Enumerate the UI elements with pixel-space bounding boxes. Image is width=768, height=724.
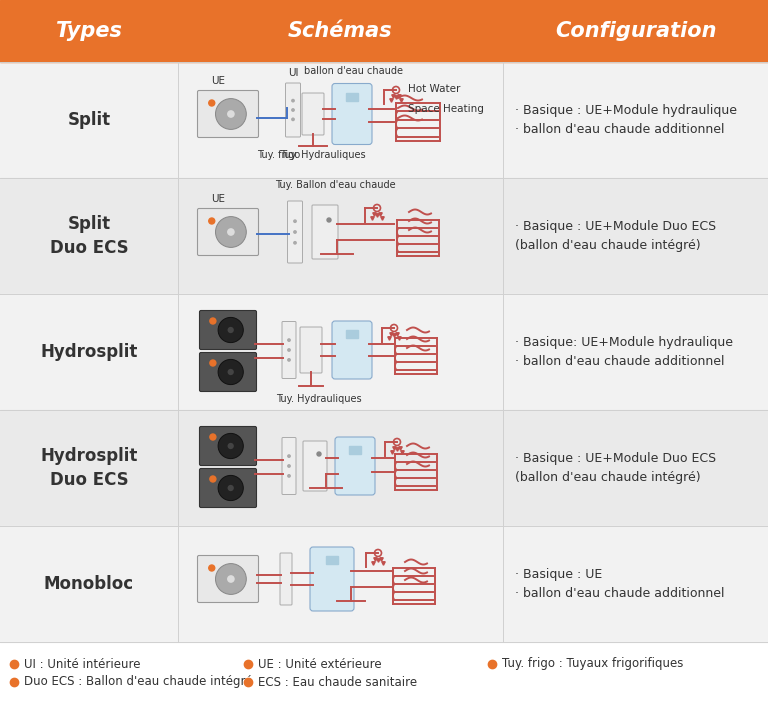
Circle shape bbox=[210, 360, 216, 366]
Circle shape bbox=[288, 358, 290, 361]
FancyBboxPatch shape bbox=[287, 201, 303, 263]
Text: UE: UE bbox=[211, 76, 225, 86]
FancyBboxPatch shape bbox=[197, 209, 259, 256]
Circle shape bbox=[227, 575, 235, 583]
Circle shape bbox=[294, 231, 296, 233]
Circle shape bbox=[292, 109, 294, 111]
Circle shape bbox=[288, 465, 290, 467]
Text: Types: Types bbox=[56, 21, 122, 41]
Circle shape bbox=[209, 100, 215, 106]
FancyBboxPatch shape bbox=[312, 205, 338, 259]
Circle shape bbox=[227, 485, 233, 491]
FancyBboxPatch shape bbox=[335, 437, 375, 495]
Text: Hydrosplit: Hydrosplit bbox=[40, 343, 137, 361]
Text: Split: Split bbox=[68, 111, 111, 129]
Circle shape bbox=[210, 476, 216, 482]
FancyBboxPatch shape bbox=[282, 321, 296, 379]
Text: · Basique: UE+Module hydraulique
· ballon d'eau chaude additionnel: · Basique: UE+Module hydraulique · ballo… bbox=[515, 336, 733, 368]
Circle shape bbox=[209, 218, 215, 224]
Text: Schémas: Schémas bbox=[288, 21, 392, 41]
Circle shape bbox=[209, 565, 215, 571]
FancyBboxPatch shape bbox=[197, 555, 259, 602]
FancyBboxPatch shape bbox=[302, 93, 324, 135]
Text: Tuy. Hydrauliques: Tuy. Hydrauliques bbox=[276, 394, 362, 404]
Bar bbox=[349, 446, 361, 454]
FancyBboxPatch shape bbox=[286, 83, 300, 137]
Bar bbox=[326, 556, 338, 564]
FancyBboxPatch shape bbox=[332, 321, 372, 379]
FancyBboxPatch shape bbox=[303, 441, 327, 491]
Circle shape bbox=[327, 218, 331, 222]
Text: Tuy. Hydrauliques: Tuy. Hydrauliques bbox=[280, 150, 366, 160]
Text: Space Heating: Space Heating bbox=[408, 104, 484, 114]
Circle shape bbox=[288, 339, 290, 341]
Circle shape bbox=[218, 476, 243, 500]
Text: Tuy. Ballon d'eau chaude: Tuy. Ballon d'eau chaude bbox=[275, 180, 396, 190]
Bar bbox=[0, 526, 768, 642]
Circle shape bbox=[216, 98, 247, 130]
Text: UE: UE bbox=[211, 194, 225, 204]
Text: · Basique : UE+Module Duo ECS
(ballon d'eau chaude intégré): · Basique : UE+Module Duo ECS (ballon d'… bbox=[515, 220, 716, 252]
Bar bbox=[0, 0, 768, 62]
FancyBboxPatch shape bbox=[282, 437, 296, 494]
FancyBboxPatch shape bbox=[197, 90, 259, 138]
Text: Configuration: Configuration bbox=[554, 21, 717, 41]
Bar bbox=[346, 330, 358, 338]
Text: · Basique : UE+Module Duo ECS
(ballon d'eau chaude intégré): · Basique : UE+Module Duo ECS (ballon d'… bbox=[515, 452, 716, 484]
FancyBboxPatch shape bbox=[310, 547, 354, 611]
Circle shape bbox=[218, 317, 243, 342]
FancyBboxPatch shape bbox=[200, 311, 257, 350]
Text: Monobloc: Monobloc bbox=[44, 575, 134, 593]
FancyBboxPatch shape bbox=[280, 553, 292, 605]
Circle shape bbox=[317, 452, 321, 456]
Text: Hot Water: Hot Water bbox=[408, 84, 460, 94]
Circle shape bbox=[288, 349, 290, 351]
Circle shape bbox=[227, 369, 233, 375]
Text: UE : Unité extérieure: UE : Unité extérieure bbox=[258, 657, 382, 670]
Circle shape bbox=[227, 228, 235, 236]
Bar bbox=[0, 294, 768, 410]
Text: Tuy. frigo: Tuy. frigo bbox=[257, 150, 300, 160]
FancyBboxPatch shape bbox=[200, 468, 257, 508]
Bar bbox=[0, 62, 768, 178]
Text: Tuy. frigo : Tuyaux frigorifiques: Tuy. frigo : Tuyaux frigorifiques bbox=[502, 657, 684, 670]
Bar bbox=[0, 178, 768, 294]
Circle shape bbox=[216, 216, 247, 248]
Text: · Basique : UE+Module hydraulique
· ballon d'eau chaude additionnel: · Basique : UE+Module hydraulique · ball… bbox=[515, 104, 737, 136]
Circle shape bbox=[294, 242, 296, 244]
FancyBboxPatch shape bbox=[332, 83, 372, 145]
Bar bbox=[0, 410, 768, 526]
Text: Split
Duo ECS: Split Duo ECS bbox=[50, 215, 128, 257]
Text: Duo ECS : Ballon d'eau chaude intégré: Duo ECS : Ballon d'eau chaude intégré bbox=[24, 675, 253, 689]
Circle shape bbox=[218, 359, 243, 384]
Circle shape bbox=[227, 327, 233, 333]
Circle shape bbox=[210, 434, 216, 440]
Circle shape bbox=[294, 220, 296, 222]
Text: UI : Unité intérieure: UI : Unité intérieure bbox=[24, 657, 141, 670]
Circle shape bbox=[288, 455, 290, 458]
Circle shape bbox=[292, 99, 294, 102]
Text: ballon d'eau chaude: ballon d'eau chaude bbox=[304, 66, 403, 76]
Text: · Basique : UE
· ballon d'eau chaude additionnel: · Basique : UE · ballon d'eau chaude add… bbox=[515, 568, 724, 599]
FancyBboxPatch shape bbox=[200, 426, 257, 466]
FancyBboxPatch shape bbox=[300, 327, 322, 373]
Bar bbox=[346, 93, 358, 101]
Circle shape bbox=[227, 443, 233, 449]
Text: UI: UI bbox=[288, 68, 298, 78]
Circle shape bbox=[227, 110, 235, 118]
Circle shape bbox=[210, 318, 216, 324]
FancyBboxPatch shape bbox=[200, 353, 257, 392]
Circle shape bbox=[216, 563, 247, 594]
Text: Hydrosplit
Duo ECS: Hydrosplit Duo ECS bbox=[40, 447, 137, 489]
Text: ECS : Eau chaude sanitaire: ECS : Eau chaude sanitaire bbox=[258, 675, 417, 689]
Circle shape bbox=[292, 118, 294, 121]
Circle shape bbox=[218, 434, 243, 458]
Circle shape bbox=[288, 475, 290, 477]
